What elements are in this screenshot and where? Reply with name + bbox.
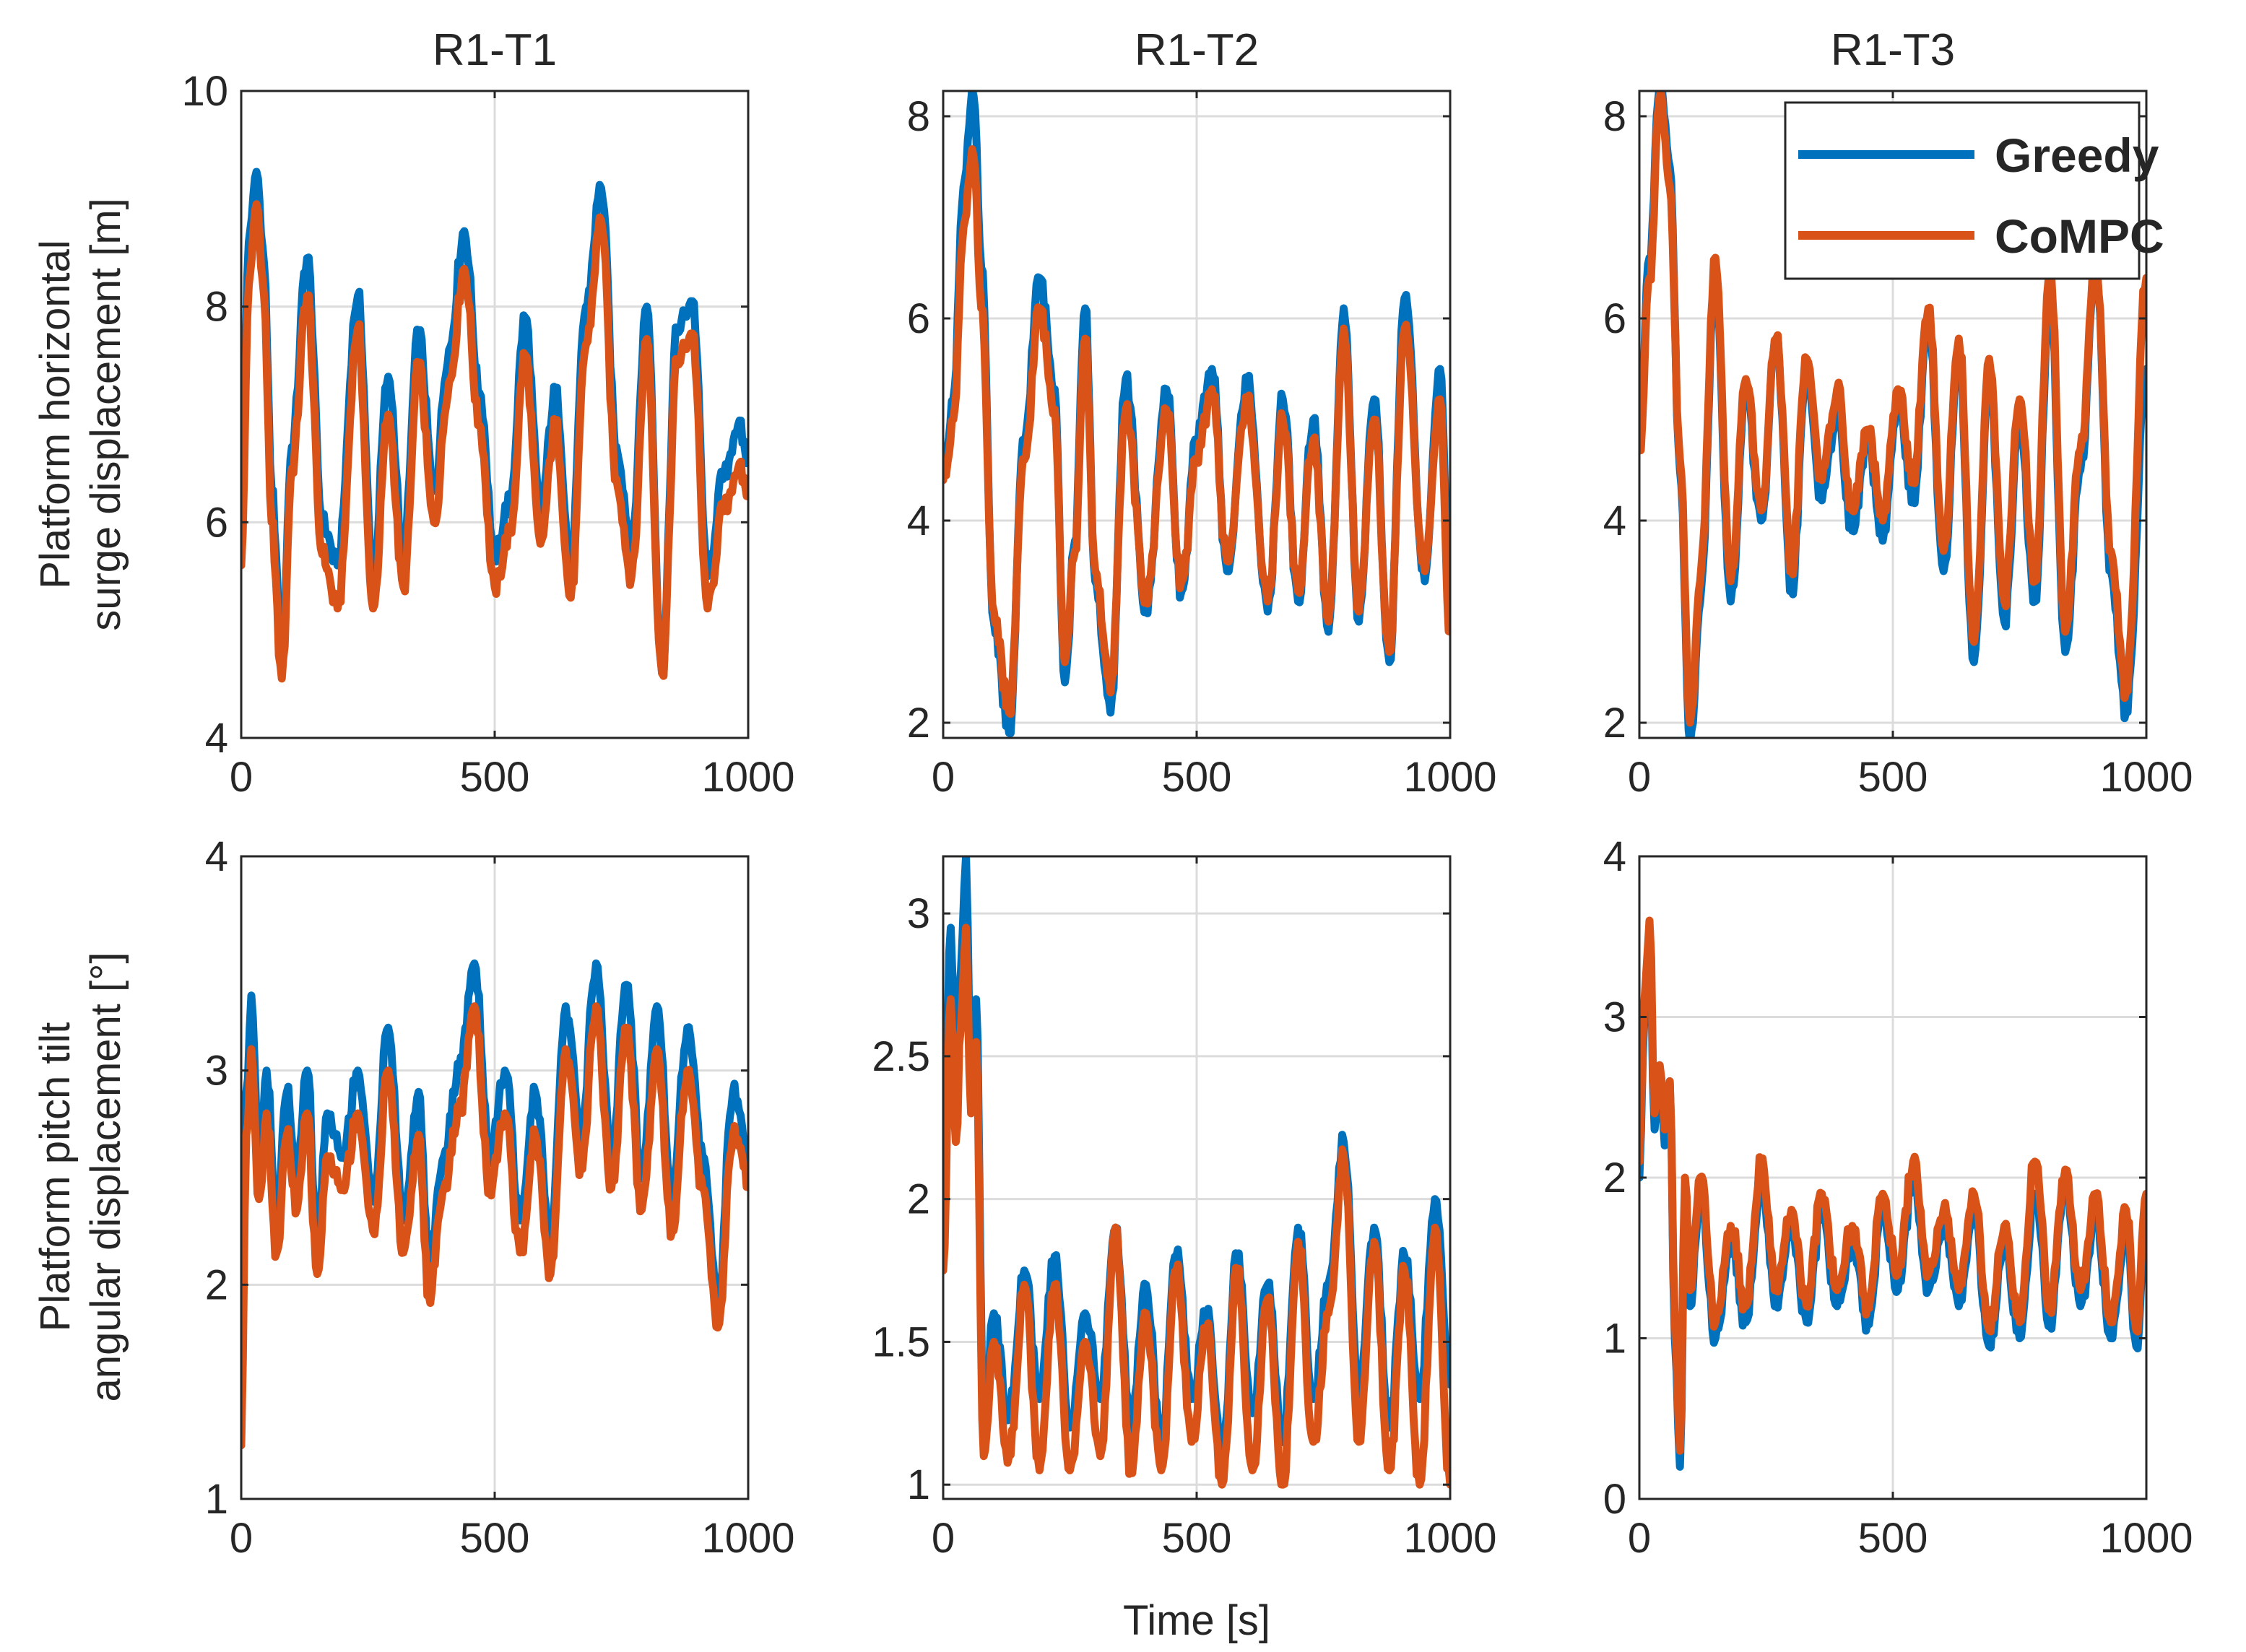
y-tick-label: 4	[907, 497, 930, 544]
x-tick-label: 500	[460, 1515, 530, 1562]
legend-label-compc: CoMPC	[1995, 209, 2164, 263]
y-tick-label: 2	[907, 1176, 930, 1223]
x-tick-label: 1000	[1403, 754, 1496, 801]
y-tick-label: 2	[907, 700, 930, 747]
x-tick-label: 0	[230, 1515, 253, 1562]
y-tick-label: 6	[907, 295, 930, 342]
y-tick-label: 4	[1603, 497, 1626, 544]
x-tick-label: 1000	[2099, 754, 2193, 801]
y-tick-label: 3	[907, 890, 930, 937]
x-tick-label: 500	[460, 754, 530, 801]
series-group	[1639, 916, 2146, 1471]
legend-box	[1784, 101, 2141, 280]
series-group	[943, 856, 1450, 1489]
series-line-compc	[943, 923, 1450, 1489]
panel-title: R1-T1	[433, 25, 557, 75]
panel-surge-t3: 0 500 1000 2 4 6 8 R1-T3 Greedy CoMPC	[1603, 25, 2193, 801]
y-tick-label: 4	[205, 715, 228, 762]
series-group	[241, 168, 748, 683]
ylabel-surge-line1: Platform horizontal	[32, 240, 79, 589]
legend: Greedy CoMPC	[1784, 101, 2164, 280]
y-tick-label: 2.5	[872, 1033, 930, 1080]
y-tick-label: 1	[1603, 1316, 1626, 1362]
x-tick-label: 500	[1162, 754, 1232, 801]
ylabel-surge-line2: surge displacement [m]	[82, 198, 129, 631]
y-tick-label: 1.5	[872, 1318, 930, 1365]
y-tick-label: 6	[1603, 295, 1626, 342]
y-tick-label: 2	[1603, 700, 1626, 747]
panel-pitch-t2: 0 500 1000 1 1.5 2 2.5 3	[872, 855, 1497, 1562]
panel-surge-t2: 0 500 1000 2 4 6 8 R1-T2	[907, 25, 1497, 801]
y-tick-label: 8	[907, 93, 930, 140]
series-line-compc	[241, 200, 748, 683]
x-tick-label: 500	[1858, 754, 1928, 801]
y-tick-label: 6	[205, 499, 228, 546]
x-tick-label: 1000	[701, 1515, 794, 1562]
ylabel-pitch-line2: angular displacement [°]	[82, 952, 129, 1402]
x-tick-label: 1000	[1403, 1515, 1496, 1562]
x-tick-label: 500	[1162, 1515, 1232, 1562]
y-tick-label: 4	[205, 833, 228, 880]
y-tick-label: 3	[1603, 994, 1626, 1041]
y-tick-label: 1	[205, 1476, 228, 1523]
x-tick-label: 1000	[701, 754, 794, 801]
x-tick-label: 0	[1628, 1515, 1651, 1562]
panel-surge-t1: 0 500 1000 4 6 8 10 R1-T1	[181, 25, 794, 801]
series-line-compc	[1639, 91, 2146, 727]
x-tick-label: 0	[932, 754, 955, 801]
x-tick-label: 0	[932, 1515, 955, 1562]
legend-label-greedy: Greedy	[1995, 129, 2159, 182]
y-tick-label: 2	[205, 1261, 228, 1308]
series-group	[1639, 91, 2146, 738]
panel-pitch-t1: 0 500 1000 1 2 3 4	[205, 833, 795, 1562]
y-tick-label: 0	[1603, 1476, 1626, 1523]
x-tick-label: 500	[1858, 1515, 1928, 1562]
x-tick-label: 0	[230, 754, 253, 801]
y-tick-label: 8	[1603, 93, 1626, 140]
y-tick-label: 2	[1603, 1155, 1626, 1201]
y-tick-label: 1	[907, 1461, 930, 1508]
panel-pitch-t3: 0 500 1000 0 1 2 3 4	[1603, 833, 2193, 1562]
y-tick-label: 3	[205, 1048, 228, 1095]
y-tick-label: 10	[181, 68, 228, 115]
series-line-compc	[943, 145, 1450, 718]
series-group	[241, 959, 748, 1450]
series-line-compc	[1639, 916, 2146, 1455]
series-line-compc	[241, 1002, 748, 1450]
series-group	[943, 91, 1450, 737]
y-tick-label: 4	[1603, 833, 1626, 880]
y-tick-label: 8	[205, 284, 228, 331]
xlabel-time: Time [s]	[1123, 1597, 1270, 1644]
x-tick-label: 0	[1628, 754, 1651, 801]
x-tick-label: 1000	[2099, 1515, 2193, 1562]
ylabel-pitch-line1: Platform pitch tilt	[32, 1022, 79, 1332]
panel-title: R1-T3	[1831, 25, 1955, 75]
panel-title: R1-T2	[1135, 25, 1259, 75]
